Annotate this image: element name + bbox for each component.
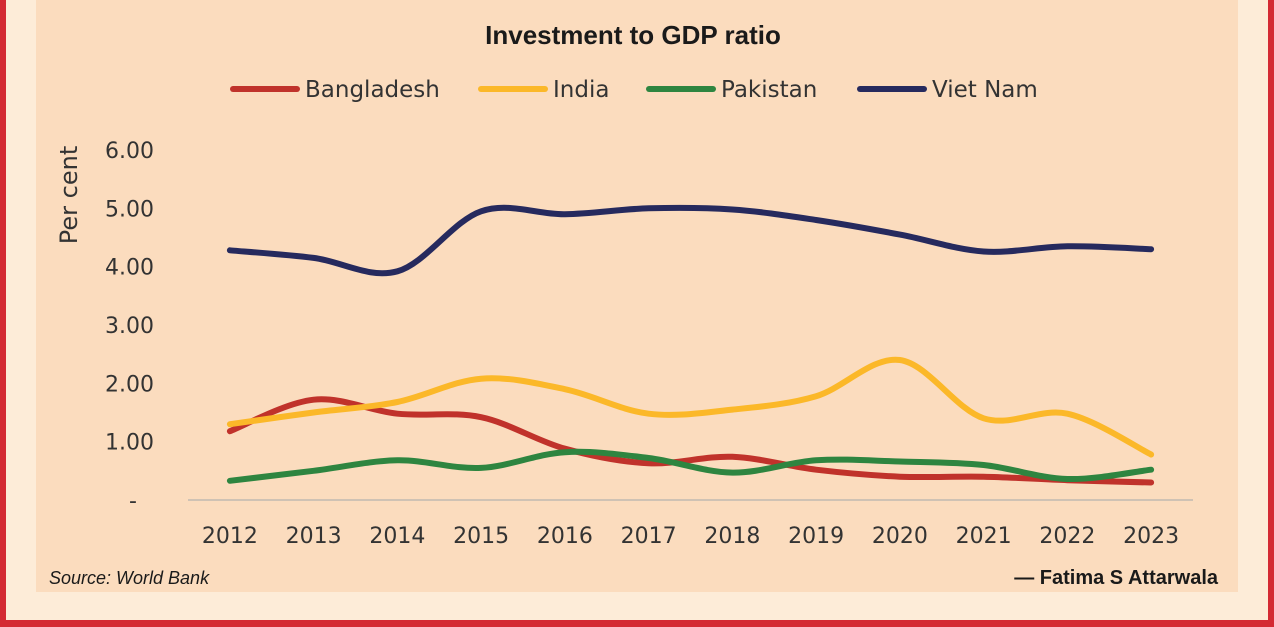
y-axis-label: Per cent — [55, 146, 83, 244]
legend-label-bangladesh: Bangladesh — [305, 77, 440, 103]
source-note: Source: World Bank — [49, 568, 210, 588]
y-axis-ticks: - 1.00 2.00 3.00 4.00 5.00 6.00 — [105, 139, 154, 514]
y-tick-label: 3.00 — [105, 314, 154, 339]
y-tick-label: 2.00 — [105, 372, 154, 397]
x-tick-label: 2023 — [1123, 524, 1179, 549]
chart-panel — [36, 0, 1238, 592]
series-line-pakistan — [226, 448, 1155, 484]
x-tick-label: 2012 — [202, 524, 258, 549]
y-tick-label: 6.00 — [105, 139, 154, 164]
x-tick-label: 2021 — [956, 524, 1012, 549]
series-line-bangladesh — [226, 396, 1155, 486]
x-tick-label: 2015 — [453, 524, 509, 549]
chart-title: Investment to GDP ratio — [485, 20, 781, 50]
legend: Bangladesh India Pakistan Viet Nam — [230, 77, 1038, 103]
x-tick-label: 2019 — [788, 524, 844, 549]
x-tick-label: 2016 — [537, 524, 593, 549]
x-tick-label: 2017 — [621, 524, 677, 549]
legend-label-viet-nam: Viet Nam — [932, 77, 1038, 103]
series-lines — [226, 204, 1155, 486]
x-tick-label: 2014 — [369, 524, 425, 549]
y-tick-label: - — [129, 489, 137, 514]
x-tick-label: 2022 — [1039, 524, 1095, 549]
legend-label-india: India — [553, 77, 609, 103]
x-axis-ticks: 2012 2013 2014 2015 2016 2017 2018 2019 2020 2021… — [202, 524, 1179, 549]
series-line-viet-nam — [226, 204, 1155, 277]
page-frame — [6, 0, 1268, 620]
y-tick-label: 4.00 — [105, 256, 154, 281]
x-tick-label: 2013 — [286, 524, 342, 549]
x-tick-label: 2020 — [872, 524, 928, 549]
series-line-india — [226, 356, 1155, 458]
author-credit: — Fatima S Attarwala — [1014, 567, 1219, 589]
y-tick-label: 5.00 — [105, 197, 154, 222]
x-tick-label: 2018 — [704, 524, 760, 549]
y-tick-label: 1.00 — [105, 431, 154, 456]
legend-label-pakistan: Pakistan — [721, 77, 817, 103]
